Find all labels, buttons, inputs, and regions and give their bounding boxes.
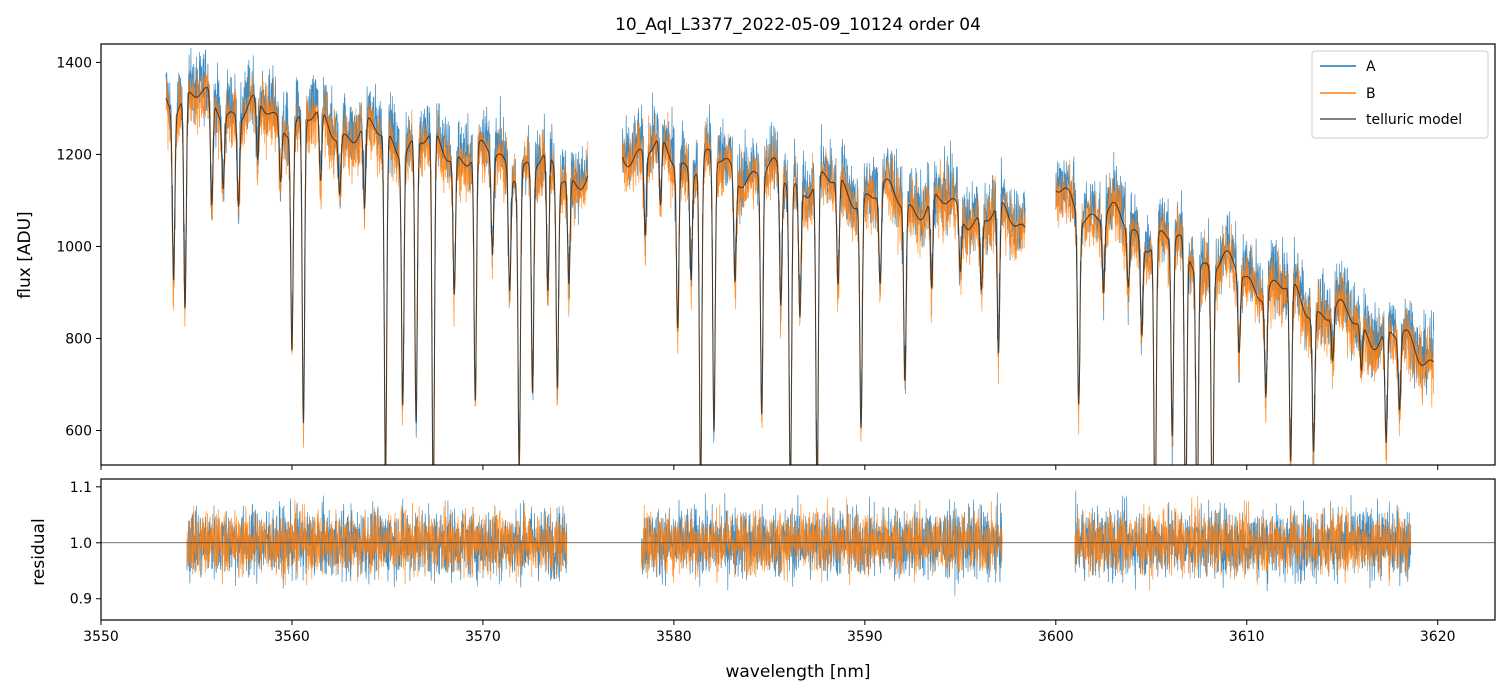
legend: A B telluric model [1311,50,1489,139]
flux-y-tick-label: 1000 [56,239,92,255]
flux-y-ticks: 600 800 1000 1200 1400 [56,55,101,439]
residual-a-segment-2 [641,492,1003,596]
residual-y-tick-label: 1.0 [70,536,92,552]
x-tick-label: 3610 [1229,629,1265,645]
residual-y-axis-label: residual [29,518,49,585]
residual-axes-frame [100,478,1496,621]
legend-box [1311,50,1489,139]
flux-series-group [165,47,1435,465]
x-tick-label: 3570 [465,629,501,645]
x-tick-label: 3550 [83,629,119,645]
flux-y-tick-label: 800 [65,331,92,347]
x-tick-label: 3620 [1420,629,1456,645]
residual-series-group [101,490,1495,596]
flux-y-axis-label: flux [ADU] [15,211,35,298]
flux-y-tick-label: 1400 [56,55,92,71]
legend-label-model: telluric model [1366,112,1462,128]
residual-b-segment-3 [1074,495,1412,591]
x-axis-label: wavelength [nm] [725,662,870,682]
flux-axes-frame [100,43,1496,466]
x-tick-label: 3560 [274,629,310,645]
residual-b-segment-1 [186,499,568,586]
x-tick-label: 3600 [1038,629,1074,645]
flux-y-tick-label: 1200 [56,147,92,163]
chart-title: 10_Aql_L3377_2022-05-09_10124 order 04 [615,15,981,35]
residual-y-tick-label: 0.9 [70,592,92,608]
legend-label-a: A [1366,59,1376,75]
telluric-model-segment-1 [165,86,589,465]
residual-x-ticks: 3550 3560 3570 3580 3590 3600 3610 3620 [83,620,1456,645]
legend-label-b: B [1366,86,1376,102]
residual-y-tick-label: 1.1 [70,480,92,496]
telluric-model-segment-3 [1055,187,1435,465]
x-tick-label: 3580 [656,629,692,645]
flux-y-tick-label: 600 [65,423,92,439]
residual-b-segment-2 [641,498,1003,586]
telluric-model-segment-2 [621,140,1026,465]
residual-panel: 0.9 1.0 1.1 3550 3560 3570 3580 3590 3600 3610 36… [29,478,1496,682]
x-tick-label: 3590 [847,629,883,645]
flux-panel: 600 800 1000 1200 1400 flux [ADU] A B tellur… [15,43,1496,470]
residual-y-ticks: 0.9 1.0 1.1 [70,480,101,608]
flux-x-ticks [100,465,1439,470]
series-b-segment-3 [1055,159,1435,465]
